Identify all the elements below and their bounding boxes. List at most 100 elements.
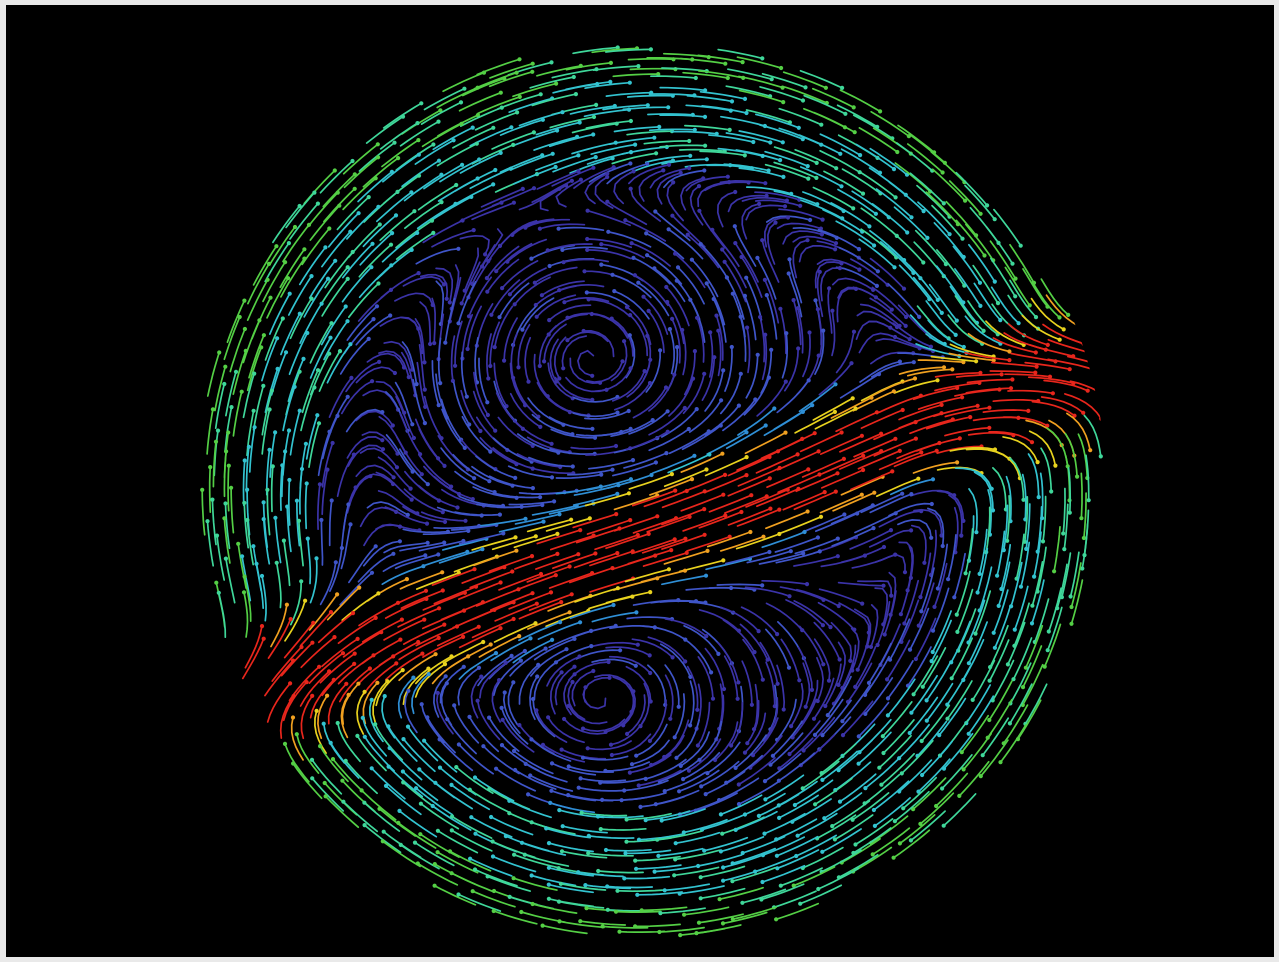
flow-streak-head xyxy=(618,648,623,653)
flow-streak xyxy=(738,75,784,89)
flow-streak xyxy=(514,553,559,570)
flow-streak xyxy=(997,561,1011,607)
flow-streak-head xyxy=(955,385,960,391)
flow-streak xyxy=(1007,389,1054,395)
flow-streak xyxy=(915,617,937,660)
flow-streak xyxy=(446,718,477,755)
flow-streak xyxy=(946,680,973,720)
flow-streak-head xyxy=(510,569,515,574)
flow-streak xyxy=(756,380,787,417)
flow-streak-head xyxy=(1046,629,1051,634)
flow-streak-head xyxy=(787,594,792,599)
flow-streak xyxy=(701,356,716,401)
flow-streak-head xyxy=(781,174,786,179)
flow-streak xyxy=(973,282,1002,321)
flow-streak xyxy=(744,712,767,754)
flow-streak-head xyxy=(330,440,335,446)
flow-streak xyxy=(518,601,563,620)
flow-streak xyxy=(548,866,595,877)
flow-streak xyxy=(433,585,477,605)
flow-streak xyxy=(252,385,265,431)
flow-streak xyxy=(243,575,252,622)
flow-streak-head xyxy=(576,870,581,875)
flow-streak xyxy=(802,716,836,752)
flow-streak-head xyxy=(584,290,589,295)
flow-streak-head xyxy=(749,702,755,707)
flow-streak xyxy=(418,540,465,552)
flow-streak-head xyxy=(760,56,765,61)
flow-streak xyxy=(606,163,649,185)
flow-streak xyxy=(245,445,250,493)
flow-streak xyxy=(414,318,426,364)
flow-streak-head xyxy=(533,534,538,539)
flow-streak-head xyxy=(561,366,566,371)
flow-streak xyxy=(421,122,463,148)
flow-streak-head xyxy=(259,345,264,350)
flow-streak-head xyxy=(458,100,464,105)
flow-streak xyxy=(900,569,913,616)
flow-streak xyxy=(624,568,670,583)
flow-streak xyxy=(592,641,639,647)
flow-streak-head xyxy=(562,300,567,305)
flow-streak xyxy=(936,490,965,522)
flow-streak-head xyxy=(932,604,937,610)
flow-streak-head xyxy=(678,170,683,175)
flow-streak-head xyxy=(1029,621,1035,626)
flow-streak xyxy=(304,482,308,530)
flow-streak xyxy=(727,507,772,526)
flow-streak-head xyxy=(738,314,743,319)
flow-streak-head xyxy=(348,522,353,527)
flow-streak-head xyxy=(216,590,221,595)
flow-streak-head xyxy=(789,724,794,729)
flow-streak-head xyxy=(375,142,380,147)
flow-streak xyxy=(533,353,549,398)
flow-streak-head xyxy=(302,256,307,261)
flow-streak xyxy=(361,431,399,455)
flow-streak-head xyxy=(1027,303,1032,308)
flow-streak-head xyxy=(362,800,367,805)
flow-streak-head xyxy=(909,710,914,715)
flow-streak xyxy=(739,623,769,661)
flow-streak xyxy=(321,663,356,697)
flow-streak xyxy=(738,89,785,103)
flow-streak-head xyxy=(924,698,929,703)
flow-streak-head xyxy=(861,467,866,473)
flow-streak xyxy=(399,413,421,456)
flow-streak xyxy=(548,416,594,430)
flow-streak xyxy=(342,800,379,833)
flow-streak xyxy=(516,453,562,468)
flow-streak xyxy=(264,659,294,697)
flow-streak xyxy=(477,655,513,687)
flow-streak xyxy=(703,836,749,852)
flow-streak xyxy=(819,434,863,455)
flow-streak-head xyxy=(851,206,856,211)
flow-streak-head xyxy=(545,248,550,253)
flow-streak-head xyxy=(963,571,968,576)
flow-streak-head xyxy=(352,172,357,177)
flow-streak-head xyxy=(856,734,861,739)
flow-streak xyxy=(802,513,846,533)
flow-streak-head xyxy=(656,72,661,77)
flow-streak xyxy=(1004,373,1051,378)
flow-streak xyxy=(608,136,656,146)
flow-streak xyxy=(566,468,614,476)
flow-streak xyxy=(492,447,534,470)
flow-streak xyxy=(739,315,747,363)
flow-streak-head xyxy=(662,888,667,893)
flow-streak xyxy=(838,602,870,634)
flow-streak-head xyxy=(523,225,528,230)
flow-streak-head xyxy=(777,507,782,512)
flow-streak xyxy=(610,716,646,746)
flow-streak-head xyxy=(817,472,822,477)
flow-streak-head xyxy=(598,827,603,832)
flow-streak xyxy=(797,646,813,691)
flow-streak-head xyxy=(934,448,939,453)
flow-streak xyxy=(642,625,687,641)
flow-streak-head xyxy=(520,327,525,332)
flow-streak xyxy=(868,529,912,548)
flow-streak xyxy=(268,292,291,335)
flow-streak-head xyxy=(341,799,346,804)
flow-streak-head xyxy=(736,802,742,807)
flow-streak-head xyxy=(432,883,437,888)
flow-streak xyxy=(764,216,789,248)
